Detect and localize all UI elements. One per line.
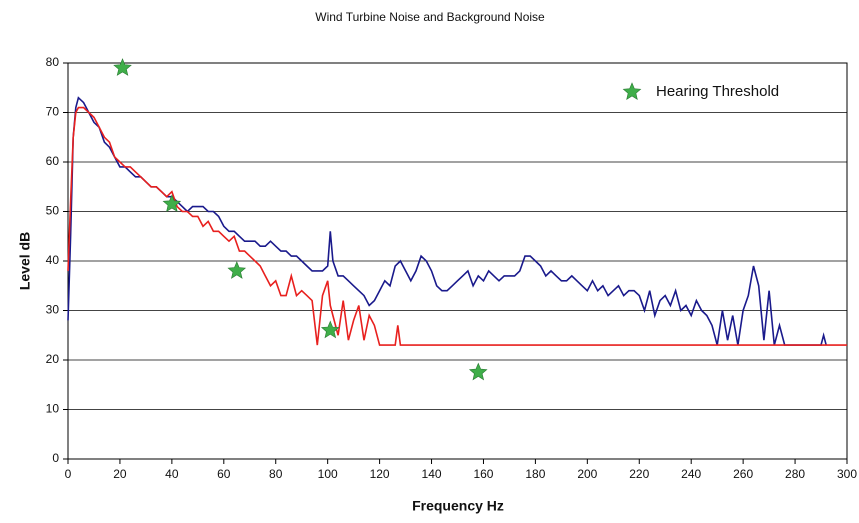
x-tick-label: 40 [165,467,179,481]
x-tick-label: 200 [577,467,597,481]
line-series [67,96,827,346]
x-tick-label: 160 [473,467,493,481]
legend-marker [622,82,642,100]
star-point [468,362,488,381]
x-tick-label: 60 [217,467,231,481]
y-tick-label: 0 [52,451,59,465]
x-tick-label: 20 [113,467,127,481]
x-axis-label: Frequency Hz [412,498,504,514]
y-tick-label: 40 [46,253,60,267]
y-tick-label: 50 [46,204,60,218]
x-tick-label: 180 [525,467,545,481]
y-tick-label: 60 [46,154,60,168]
star-point [162,194,182,213]
y-tick-label: 70 [46,105,60,119]
x-tick-label: 220 [629,467,649,481]
x-tick-label: 80 [269,467,283,481]
y-tick-label: 10 [46,402,60,416]
star-point [320,320,340,339]
chart-title: Wind Turbine Noise and Background Noise [315,10,545,24]
y-tick-label: 30 [46,303,60,317]
legend-label: Hearing Threshold [656,83,779,100]
x-tick-label: 120 [370,467,390,481]
line-series [67,106,847,346]
y-tick-label: 80 [46,55,60,69]
x-tick-label: 100 [318,467,338,481]
x-tick-label: 280 [785,467,805,481]
y-axis-label: Level dB [17,232,33,290]
star-point [227,261,247,279]
x-tick-label: 300 [837,467,857,481]
star-point [113,58,132,76]
x-tick-label: 0 [65,467,72,481]
x-tick-label: 240 [681,467,701,481]
y-tick-label: 20 [46,352,60,366]
x-tick-label: 260 [733,467,753,481]
x-tick-label: 140 [422,467,442,481]
